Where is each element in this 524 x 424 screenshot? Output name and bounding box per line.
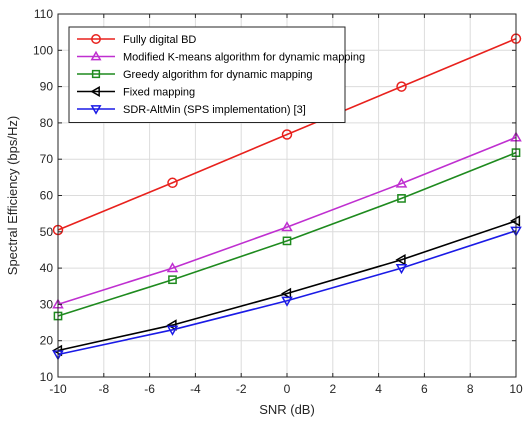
legend-label: Fixed mapping — [123, 87, 195, 99]
data-point-triangle-down — [166, 325, 179, 336]
x-tick-label: -6 — [144, 382, 155, 396]
x-tick-label: -10 — [49, 382, 67, 396]
data-point-square — [168, 275, 177, 285]
data-point-triangle-down — [90, 105, 102, 115]
data-point-triangle-left — [395, 253, 406, 266]
legend-label: Modified K-means algorithm for dynamic m… — [123, 52, 365, 64]
y-tick-label: 10 — [40, 370, 54, 384]
legend-item: Fully digital BD — [77, 34, 196, 46]
tick-labels: -10 -8 -6 -4 -2 0 2 4 6 8 10 10 20 30 40 50 60 70 80 90 100 1… — [33, 7, 523, 396]
data-point-triangle-up — [166, 262, 179, 273]
data-point-triangle-up — [395, 177, 408, 188]
y-tick-label: 100 — [33, 43, 53, 57]
data-point-triangle-left — [90, 86, 100, 97]
x-tick-label: 2 — [329, 382, 336, 396]
x-axis-label: SNR (dB) — [259, 402, 315, 417]
x-tick-label: 6 — [421, 382, 428, 396]
legend-label: Fully digital BD — [123, 34, 196, 46]
data-point-triangle-down — [281, 296, 293, 307]
data-point-triangle-left — [280, 287, 292, 300]
series-line — [57, 136, 517, 306]
data-point-circle — [281, 129, 293, 140]
legend-item: SDR-AltMin (SPS implementation) [3] — [77, 104, 306, 116]
series-4 — [52, 226, 522, 361]
x-tick-label: -2 — [236, 382, 247, 396]
y-tick-label: 30 — [40, 297, 54, 311]
series-line — [57, 229, 517, 356]
legend-item: Modified K-means algorithm for dynamic m… — [77, 50, 365, 64]
x-tick-label: 8 — [467, 382, 474, 396]
x-tick-label: 4 — [375, 382, 382, 396]
y-tick-label: 70 — [40, 152, 54, 166]
legend-item: Fixed mapping — [77, 86, 195, 99]
series-3 — [51, 215, 521, 357]
series-line — [57, 220, 517, 352]
data-point-triangle-up — [90, 50, 102, 61]
y-tick-label: 20 — [40, 334, 54, 348]
series-line — [57, 151, 517, 317]
y-tick-label: 90 — [40, 80, 54, 94]
y-tick-label: 40 — [40, 261, 54, 275]
x-tick-label: -4 — [190, 382, 201, 396]
series-2 — [53, 148, 521, 321]
y-tick-label: 110 — [34, 7, 53, 21]
x-tick-label: -8 — [98, 382, 109, 396]
data-point-triangle-down — [395, 263, 408, 275]
legend-label: SDR-AltMin (SPS implementation) [3] — [123, 104, 306, 116]
data-point-circle — [396, 81, 407, 92]
x-tick-label: 10 — [509, 382, 523, 396]
y-tick-label: 50 — [40, 225, 54, 239]
y-axis-label: Spectral Efficiency (bps/Hz) — [5, 116, 20, 275]
legend: Fully digital BD Modified K-means algorit… — [68, 26, 365, 123]
y-tick-label: 60 — [40, 189, 54, 203]
y-tick-label: 80 — [40, 116, 54, 130]
series-group — [51, 33, 522, 361]
data-point-square — [91, 69, 101, 79]
legend-item: Greedy algorithm for dynamic mapping — [77, 69, 313, 81]
data-point-triangle-left — [509, 215, 521, 227]
data-point-triangle-left — [166, 319, 177, 331]
data-point-circle — [91, 34, 101, 44]
data-point-circle — [167, 177, 178, 189]
x-tick-label: 0 — [284, 382, 291, 396]
legend-label: Greedy algorithm for dynamic mapping — [123, 69, 313, 81]
series-line — [57, 37, 517, 231]
data-point-triangle-up — [281, 221, 293, 232]
data-point-square — [282, 236, 292, 246]
data-point-square — [397, 194, 406, 203]
